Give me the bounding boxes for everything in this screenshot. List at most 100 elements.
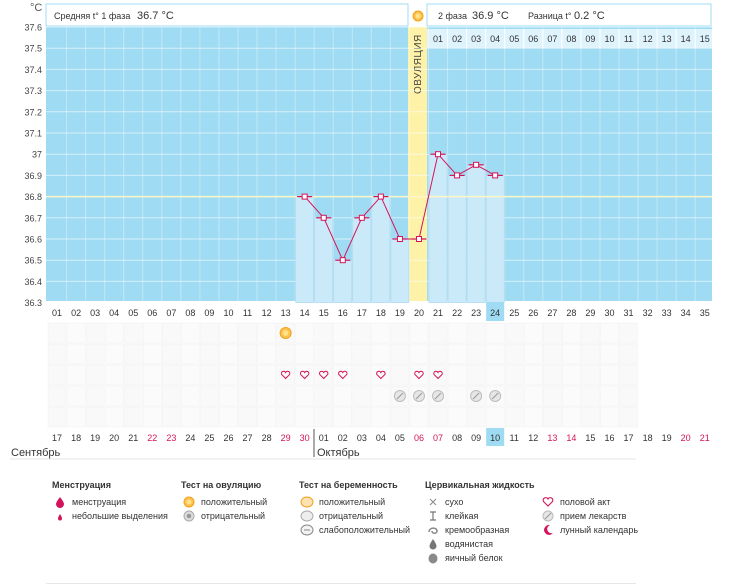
symptom-cell[interactable] (85, 364, 105, 386)
cycle-day-label[interactable]: 32 (643, 308, 653, 318)
symptom-cell[interactable] (66, 343, 86, 365)
symptom-cell[interactable] (333, 385, 353, 407)
symptom-cell[interactable] (219, 364, 238, 386)
symptom-cell[interactable] (219, 406, 238, 428)
symptom-cell[interactable] (314, 364, 334, 386)
symptom-cell[interactable] (257, 406, 276, 428)
symptom-cell[interactable] (619, 322, 638, 344)
calendar-date[interactable]: 10 (490, 433, 500, 443)
symptom-cell[interactable] (466, 343, 486, 365)
symptom-cell[interactable] (428, 343, 448, 365)
symptom-cell[interactable] (333, 322, 353, 344)
symptom-cell[interactable] (200, 406, 219, 428)
symptom-cell[interactable] (162, 406, 181, 428)
symptom-cell[interactable] (200, 322, 219, 344)
symptom-cell[interactable] (390, 343, 410, 365)
calendar-date[interactable]: 07 (433, 433, 443, 443)
calendar-date[interactable]: 18 (643, 433, 653, 443)
symptom-cell[interactable] (85, 385, 105, 407)
calendar-date[interactable]: 20 (109, 433, 119, 443)
symptom-cell[interactable] (562, 385, 581, 407)
symptom-cell[interactable] (257, 322, 276, 344)
symptom-cell[interactable] (66, 406, 86, 428)
symptom-cell[interactable] (181, 364, 200, 386)
calendar-date[interactable]: 16 (604, 433, 614, 443)
calendar-date[interactable]: 12 (528, 433, 538, 443)
symptom-cell[interactable] (447, 385, 467, 407)
symptom-cell[interactable] (333, 343, 353, 365)
calendar-date[interactable]: 05 (395, 433, 405, 443)
cycle-day-label[interactable]: 04 (109, 308, 119, 318)
symptom-cell[interactable] (485, 343, 505, 365)
symptom-cell[interactable] (504, 406, 524, 428)
symptom-cell[interactable] (200, 343, 219, 365)
symptom-cell[interactable] (390, 406, 410, 428)
cycle-day-label[interactable]: 05 (128, 308, 138, 318)
symptom-cell[interactable] (66, 364, 86, 386)
symptom-cell[interactable] (390, 364, 410, 386)
symptom-cell[interactable] (543, 385, 562, 407)
temperature-point[interactable] (454, 172, 461, 179)
calendar-date[interactable]: 17 (52, 433, 62, 443)
symptom-cell[interactable] (47, 322, 67, 344)
symptom-cell[interactable] (181, 322, 200, 344)
calendar-date[interactable]: 15 (585, 433, 595, 443)
cycle-day-label[interactable]: 17 (357, 308, 367, 318)
temperature-point[interactable] (377, 193, 384, 200)
symptom-cell[interactable] (85, 406, 105, 428)
temperature-point[interactable] (415, 236, 422, 242)
calendar-date[interactable]: 18 (71, 433, 81, 443)
symptom-cell[interactable] (276, 343, 295, 365)
temperature-point[interactable] (492, 172, 499, 179)
symptom-cell[interactable] (371, 385, 391, 407)
symptom-cell[interactable] (85, 343, 105, 365)
symptom-cell[interactable] (238, 364, 257, 386)
symptom-cell[interactable] (390, 322, 410, 344)
symptom-cell[interactable] (581, 343, 600, 365)
symptom-cell[interactable] (104, 343, 124, 365)
cycle-day-label[interactable]: 19 (395, 308, 405, 318)
symptom-cell[interactable] (47, 406, 67, 428)
cycle-day-label[interactable]: 03 (90, 308, 100, 318)
symptom-cell[interactable] (600, 406, 619, 428)
symptom-cell[interactable] (162, 343, 181, 365)
calendar-date[interactable]: 30 (300, 433, 310, 443)
cycle-day-label[interactable]: 20 (414, 308, 424, 318)
symptom-cell[interactable] (295, 343, 314, 365)
symptom-cell[interactable] (219, 343, 238, 365)
symptom-cell[interactable] (314, 322, 334, 344)
symptom-cell[interactable] (352, 385, 372, 407)
calendar-date[interactable]: 13 (547, 433, 557, 443)
symptom-cell[interactable] (504, 343, 524, 365)
symptom-cell[interactable] (181, 406, 200, 428)
symptom-cell[interactable] (504, 385, 524, 407)
symptom-cell[interactable] (47, 364, 67, 386)
symptom-cell[interactable] (257, 385, 276, 407)
symptom-cell[interactable] (524, 406, 543, 428)
symptom-cell[interactable] (143, 322, 162, 344)
symptom-cell[interactable] (619, 343, 638, 365)
cycle-day-label[interactable]: 23 (471, 308, 481, 318)
symptom-cell[interactable] (466, 406, 486, 428)
calendar-date[interactable]: 20 (681, 433, 691, 443)
symptom-cell[interactable] (276, 385, 295, 407)
symptom-cell[interactable] (485, 406, 505, 428)
symptom-cell[interactable] (524, 343, 543, 365)
cycle-day-label[interactable]: 24 (490, 308, 500, 318)
cycle-day-label[interactable]: 13 (281, 308, 291, 318)
symptom-cell[interactable] (200, 385, 219, 407)
symptom-cell[interactable] (581, 364, 600, 386)
symptom-cell[interactable] (123, 385, 143, 407)
calendar-date[interactable]: 24 (185, 433, 195, 443)
symptom-cell[interactable] (409, 322, 429, 344)
symptom-cell[interactable] (371, 406, 391, 428)
symptom-cell[interactable] (352, 343, 372, 365)
cycle-day-label[interactable]: 16 (338, 308, 348, 318)
symptom-cell[interactable] (47, 343, 67, 365)
cycle-day-label[interactable]: 11 (243, 308, 252, 318)
symptom-cell[interactable] (600, 364, 619, 386)
symptom-cell[interactable] (504, 322, 524, 344)
symptom-cell[interactable] (428, 322, 448, 344)
symptom-cell[interactable] (447, 406, 467, 428)
calendar-date[interactable]: 26 (223, 433, 233, 443)
